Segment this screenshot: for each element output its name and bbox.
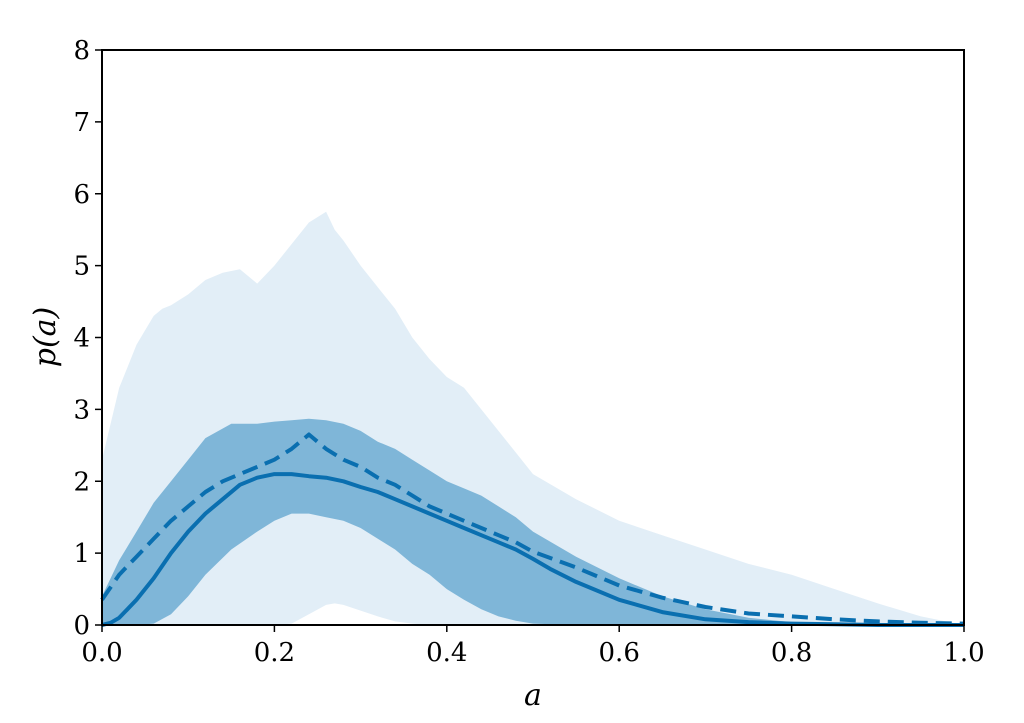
x-tick-label: 0.2 [254,638,295,668]
band-outer [102,211,964,625]
y-tick-label: 3 [73,395,90,425]
series-line-dashed [100,432,965,626]
y-tick-label: 1 [73,539,90,569]
y-tick-label: 6 [73,180,90,210]
y-tick-label: 4 [73,324,90,354]
x-axis-label: a [524,678,542,713]
y-tick-label: 5 [73,252,90,282]
y-axis-ticks: 0 1 2 3 4 5 6 7 8 [73,36,102,641]
y-tick-label: 0 [73,611,90,641]
x-tick-label: 0.6 [599,638,640,668]
x-tick-label: 0.4 [426,638,467,668]
band-inner [102,418,964,625]
series-lines [100,432,965,627]
x-axis-ticks: 0.0 0.2 0.4 0.6 0.8 1.0 [81,625,985,668]
y-axis-label: p(a) [28,307,63,368]
y-tick-label: 2 [73,467,90,497]
y-tick-label: 8 [73,36,90,66]
x-tick-label: 0.0 [81,638,122,668]
confidence-bands [102,211,964,625]
series-line-solid [101,472,964,627]
x-tick-label: 1.0 [943,638,984,668]
y-tick-label: 7 [73,108,90,138]
x-tick-label: 0.8 [771,638,812,668]
